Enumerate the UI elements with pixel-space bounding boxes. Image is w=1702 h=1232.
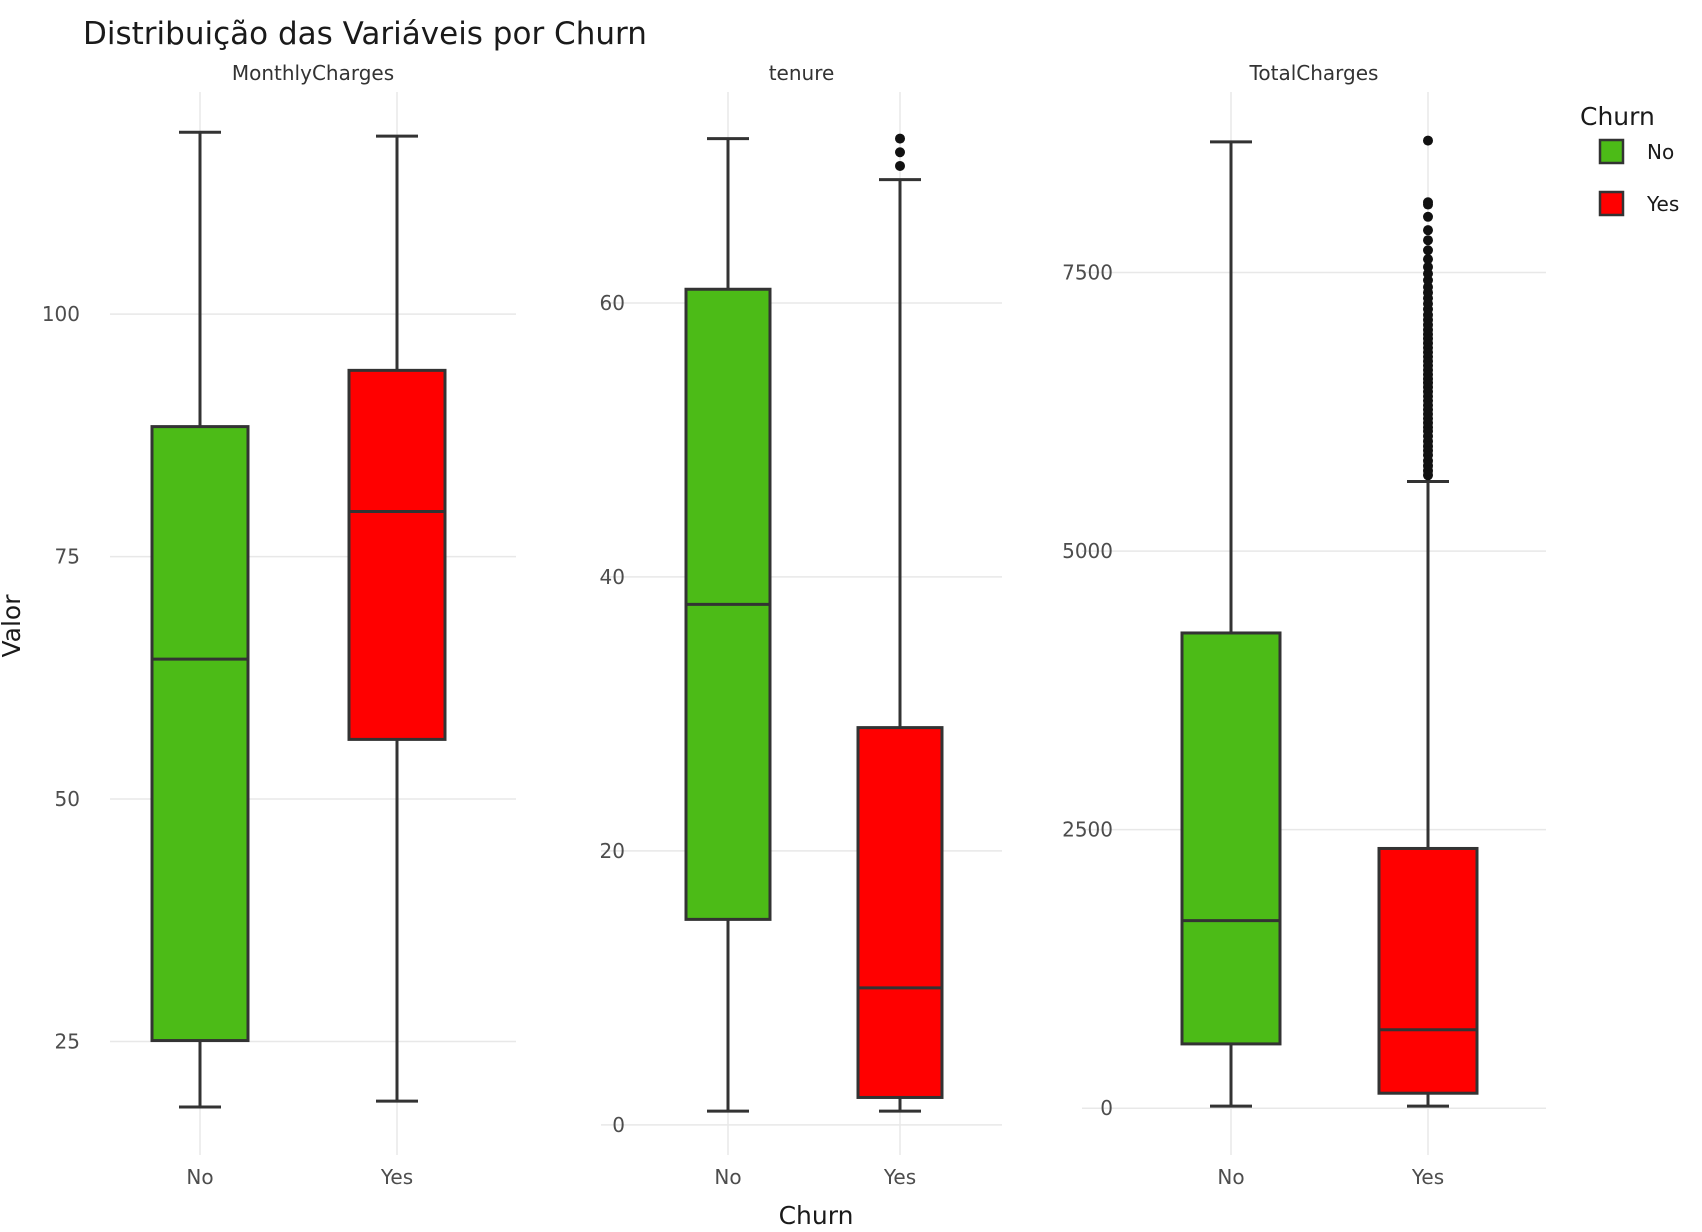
outlier-point — [1423, 245, 1433, 256]
y-tick-label: 25 — [55, 1030, 80, 1054]
y-tick-label: 0 — [1100, 1096, 1113, 1120]
x-axis-title: Churn — [779, 1201, 854, 1230]
box-TotalCharges-No — [1180, 140, 1282, 1108]
outlier-point — [1423, 197, 1433, 208]
outlier-point — [1423, 254, 1433, 265]
outlier-point — [895, 133, 905, 144]
iqr-box — [1377, 846, 1479, 1095]
facet-panel-TotalCharges: TotalCharges 0 2500 5000 7500 No Yes — [1062, 61, 1546, 1189]
y-tick-label: 60 — [600, 291, 625, 315]
iqr-box — [347, 368, 447, 741]
y-tick-label: 40 — [600, 565, 625, 589]
legend-key — [1598, 190, 1625, 217]
iqr-box — [856, 726, 944, 1099]
legend: Churn No Yes — [1580, 102, 1679, 217]
legend-key — [1598, 138, 1625, 165]
y-tick-label: 75 — [55, 545, 80, 569]
x-tick-label: No — [186, 1165, 213, 1189]
outlier-point — [895, 147, 905, 158]
facet-panel-tenure: tenure 0 20 40 60 No Yes — [600, 61, 1002, 1189]
outlier-point — [1423, 235, 1433, 246]
y-tick-label: 2500 — [1062, 818, 1113, 842]
outlier-point — [1423, 211, 1433, 222]
y-tick-label: 20 — [600, 839, 625, 863]
box-tenure-Yes — [856, 133, 944, 1113]
legend-item-yes: Yes — [1598, 190, 1679, 217]
x-tick-label: Yes — [883, 1165, 916, 1189]
facet-panel-MonthlyCharges: MonthlyCharges 25 50 75 100 No Yes — [42, 61, 516, 1189]
box-MonthlyCharges-Yes — [347, 134, 447, 1103]
box-tenure-No — [684, 137, 772, 1113]
legend-title: Churn — [1580, 102, 1655, 131]
facet-panels: MonthlyCharges 25 50 75 100 No Yes tenure 0 20 40 6… — [42, 61, 1546, 1189]
iqr-box — [1180, 631, 1282, 1046]
outlier-point — [1423, 225, 1433, 236]
y-tick-label: 5000 — [1062, 539, 1113, 563]
box-MonthlyCharges-No — [150, 130, 250, 1109]
legend-item-no: No — [1598, 138, 1674, 165]
x-tick-label: Yes — [1411, 1165, 1444, 1189]
outlier-point — [1423, 135, 1433, 146]
facet-title: tenure — [769, 61, 835, 85]
outlier-point — [1423, 261, 1433, 272]
box-TotalCharges-Yes — [1377, 135, 1479, 1108]
facet-title: TotalCharges — [1249, 61, 1379, 85]
chart-title: Distribuição das Variáveis por Churn — [83, 16, 647, 52]
y-tick-label: 0 — [612, 1113, 625, 1137]
y-tick-label: 100 — [42, 302, 80, 326]
legend-label: No — [1647, 140, 1674, 164]
legend-label: Yes — [1646, 192, 1679, 216]
y-tick-label: 50 — [55, 787, 80, 811]
y-tick-label: 7500 — [1062, 261, 1113, 285]
x-tick-label: Yes — [380, 1165, 413, 1189]
facet-title: MonthlyCharges — [232, 61, 394, 85]
outlier-point — [895, 160, 905, 171]
x-tick-label: No — [714, 1165, 741, 1189]
y-axis-title: Valor — [0, 594, 26, 658]
x-tick-label: No — [1217, 1165, 1244, 1189]
iqr-box — [150, 425, 250, 1043]
